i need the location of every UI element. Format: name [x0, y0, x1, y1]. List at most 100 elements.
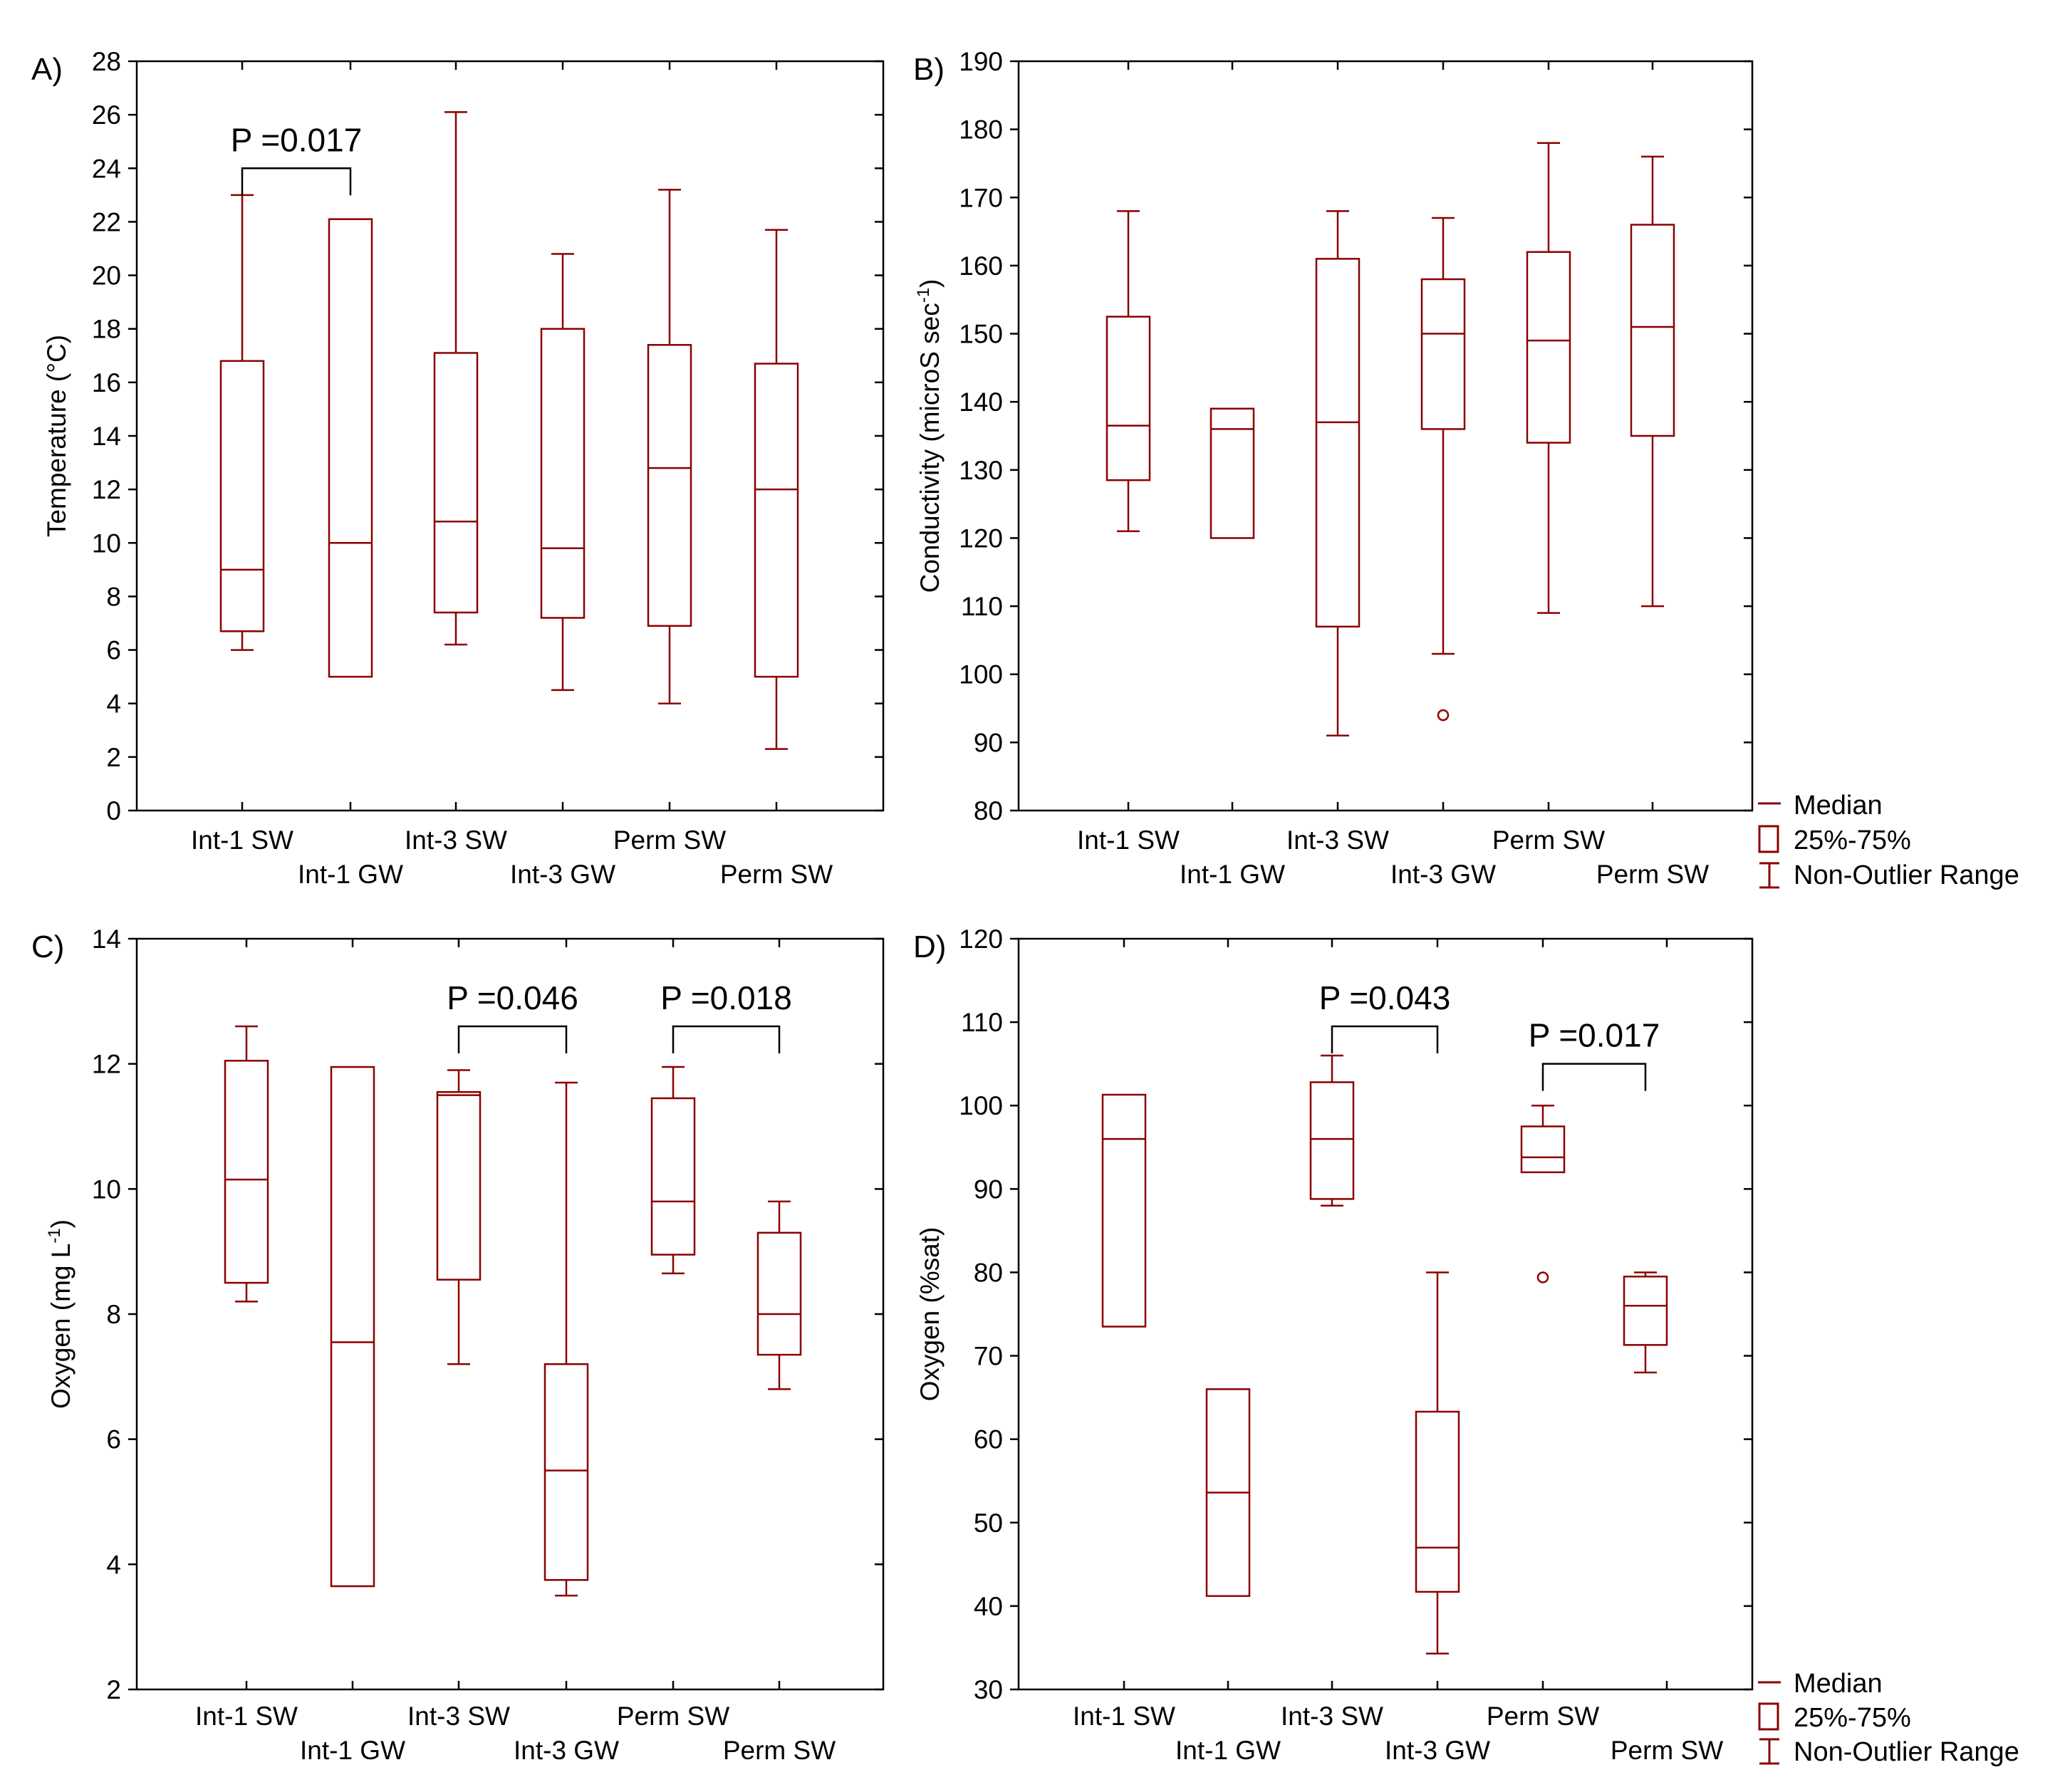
box-0 — [1106, 210, 1151, 533]
box-0 — [219, 194, 265, 651]
x-category-label: Perm SW — [617, 1702, 729, 1731]
iqr-box — [330, 1066, 375, 1588]
y-tick-label: 150 — [959, 320, 1003, 349]
y-tick-label: 2 — [106, 1675, 121, 1704]
x-category-label: Int-1 SW — [1073, 1702, 1175, 1731]
panel-b-conductivity: 80 90 100 110 120 130 140 150 160 170 180 190 Int-1 … — [913, 47, 1754, 889]
plot-frame — [135, 60, 885, 812]
x-category-label: Int-1 SW — [191, 825, 293, 855]
iqr-box — [1210, 407, 1255, 539]
y-tick-label: 90 — [974, 1174, 1003, 1204]
y-tick-label: 190 — [959, 47, 1003, 76]
y-tick-label: 170 — [959, 183, 1003, 212]
box-0 — [224, 1025, 269, 1303]
x-category-label: Int-3 GW — [1390, 860, 1496, 889]
box-2 — [1315, 210, 1361, 737]
y-tick-label: 40 — [974, 1592, 1003, 1621]
box-5 — [756, 1200, 802, 1390]
y-tick-label: 110 — [961, 1008, 1003, 1037]
box-1 — [1205, 1388, 1251, 1598]
y-tick-label: 60 — [974, 1425, 1003, 1454]
y-tick-label: 120 — [959, 924, 1003, 954]
box-1 — [330, 1066, 375, 1588]
panel-label: B) — [913, 52, 945, 87]
y-tick-label: 10 — [92, 528, 121, 558]
y-tick-label: 90 — [974, 728, 1003, 757]
box-5 — [1630, 155, 1675, 608]
box-3 — [1415, 1271, 1460, 1655]
legend-box-swatch — [1758, 825, 1779, 853]
box-3 — [543, 1081, 589, 1597]
iqr-box — [1106, 316, 1151, 481]
x-category-label: Perm SW — [1596, 860, 1709, 889]
y-tick-label: 50 — [974, 1509, 1003, 1538]
y-tick-label: 140 — [959, 387, 1003, 417]
x-category-label: Perm SW — [1487, 1702, 1599, 1731]
y-tick-label: 26 — [92, 100, 121, 130]
x-category-label: Perm SW — [723, 1736, 836, 1765]
iqr-box — [219, 360, 265, 632]
box-0 — [1101, 1093, 1147, 1328]
y-tick-label: 4 — [106, 689, 121, 719]
y-tick-label: 180 — [959, 115, 1003, 145]
box-3 — [1420, 217, 1466, 722]
x-category-label: Perm SW — [613, 825, 726, 855]
y-tick-label: 4 — [106, 1550, 121, 1579]
y-tick-label: 18 — [92, 315, 121, 344]
panel-label: C) — [31, 929, 64, 964]
iqr-box — [650, 1097, 696, 1256]
y-tick-label: 10 — [92, 1174, 121, 1204]
box-4 — [1520, 1104, 1566, 1283]
plot-frame — [1017, 937, 1754, 1691]
y-axis-title: Oxygen (%sat) — [915, 1227, 945, 1402]
iqr-box — [1526, 251, 1571, 444]
box-3 — [540, 253, 586, 692]
iqr-box — [1415, 1410, 1460, 1593]
box-4 — [1526, 142, 1571, 614]
y-tick-label: 22 — [92, 207, 121, 236]
significance-bracket — [1331, 1025, 1439, 1053]
x-category-label: Perm SW — [1611, 1736, 1723, 1765]
iqr-box — [436, 1090, 482, 1281]
y-tick-label: 160 — [959, 251, 1003, 281]
p-value-label: P =0.017 — [231, 121, 363, 158]
iqr-box — [1623, 1276, 1668, 1346]
box-1 — [1210, 407, 1255, 539]
iqr-box — [224, 1060, 269, 1284]
box-5 — [754, 229, 799, 750]
y-tick-label: 70 — [974, 1342, 1003, 1371]
y-tick-label: 110 — [961, 592, 1003, 621]
iqr-box — [756, 1231, 802, 1356]
y-tick-label: 2 — [106, 743, 121, 772]
iqr-box — [433, 352, 479, 614]
y-tick-label: 120 — [959, 523, 1003, 553]
y-tick-label: 14 — [92, 924, 121, 954]
y-tick-label: 12 — [92, 475, 121, 504]
box-2 — [1309, 1054, 1355, 1207]
legend-bottom: Median 25%-75% Non-Outlier Range — [1758, 1669, 2019, 1767]
x-category-label: Int-3 GW — [1385, 1736, 1490, 1765]
iqr-box — [647, 344, 692, 627]
iqr-box — [754, 363, 799, 678]
legend-range-label: Non-Outlier Range — [1794, 1737, 2019, 1767]
x-category-label: Int-3 SW — [1281, 1702, 1383, 1731]
x-category-label: Int-1 GW — [298, 860, 403, 889]
x-category-label: Int-1 GW — [1180, 860, 1285, 889]
y-tick-label: 24 — [92, 154, 121, 183]
iqr-box — [1309, 1081, 1355, 1200]
y-tick-label: 100 — [959, 660, 1003, 689]
legend-box-label: 25%-75% — [1794, 825, 1911, 855]
box-2 — [436, 1069, 482, 1365]
x-category-label: Int-3 GW — [514, 1736, 619, 1765]
iqr-box — [1101, 1093, 1147, 1328]
x-category-label: Int-1 GW — [300, 1736, 405, 1765]
y-tick-label: 100 — [959, 1091, 1003, 1120]
outlier-point — [1437, 709, 1450, 722]
x-category-label: Int-3 SW — [1286, 825, 1389, 855]
iqr-box — [1315, 258, 1361, 628]
box-2 — [433, 111, 479, 646]
y-axis-title: Conductivity (microS sec-1) — [914, 279, 945, 593]
p-value-label: P =0.043 — [1319, 979, 1451, 1016]
significance-bracket — [672, 1025, 781, 1053]
